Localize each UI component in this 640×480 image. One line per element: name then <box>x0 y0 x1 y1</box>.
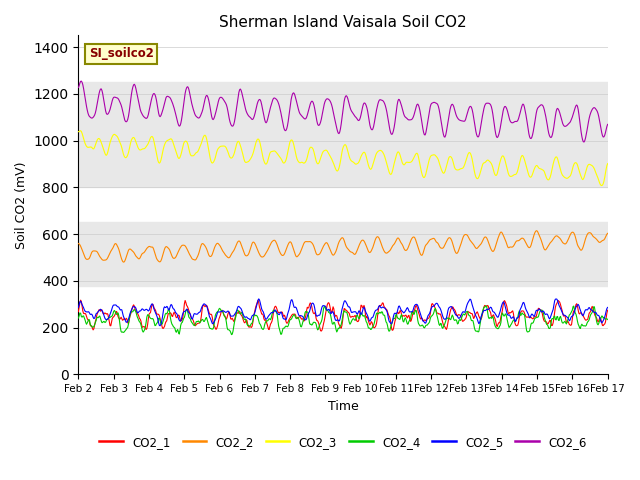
CO2_6 <box>85 112 93 118</box>
CO2_1 <box>604 307 611 313</box>
CO2_3 <box>598 183 605 189</box>
CO2_3 <box>424 165 431 171</box>
CO2_6 <box>221 99 228 105</box>
CO2_4 <box>604 317 611 323</box>
Line: CO2_6: CO2_6 <box>79 81 607 142</box>
CO2_1 <box>193 321 201 327</box>
CO2_3 <box>75 129 83 134</box>
CO2_4 <box>408 309 415 315</box>
CO2_3 <box>604 161 611 167</box>
Line: CO2_1: CO2_1 <box>79 300 607 331</box>
CO2_2 <box>140 250 147 256</box>
CO2_1 <box>75 309 83 314</box>
CO2_4 <box>84 318 92 324</box>
Y-axis label: Soil CO2 (mV): Soil CO2 (mV) <box>15 161 28 249</box>
CO2_5 <box>156 323 164 329</box>
CO2_5 <box>409 309 417 314</box>
CO2_5 <box>193 312 201 317</box>
CO2_2 <box>532 228 540 234</box>
CO2_3 <box>221 144 228 149</box>
CO2_5 <box>255 296 262 302</box>
CO2_6 <box>77 78 85 84</box>
CO2_1 <box>424 315 432 321</box>
CO2_2 <box>221 252 228 257</box>
CO2_6 <box>604 121 611 127</box>
Bar <box>79 82 607 187</box>
CO2_1 <box>409 312 417 318</box>
CO2_3 <box>140 146 147 152</box>
CO2_1 <box>317 328 325 334</box>
CO2_6 <box>424 122 431 128</box>
CO2_2 <box>84 256 92 262</box>
CO2_5 <box>221 309 228 315</box>
CO2_4 <box>139 328 147 334</box>
CO2_2 <box>424 240 431 246</box>
X-axis label: Time: Time <box>328 400 358 413</box>
CO2_1 <box>140 324 147 330</box>
CO2_6 <box>408 117 415 122</box>
CO2_1 <box>85 318 93 324</box>
CO2_1 <box>77 297 84 303</box>
CO2_2 <box>120 259 127 265</box>
CO2_5 <box>604 304 611 310</box>
CO2_6 <box>75 84 83 90</box>
CO2_5 <box>75 304 83 310</box>
CO2_4 <box>228 332 236 337</box>
CO2_5 <box>84 309 92 315</box>
Title: Sherman Island Vaisala Soil CO2: Sherman Island Vaisala Soil CO2 <box>220 15 467 30</box>
Line: CO2_2: CO2_2 <box>79 231 607 262</box>
CO2_3 <box>85 144 93 150</box>
CO2_4 <box>483 303 490 309</box>
CO2_1 <box>221 313 228 319</box>
Legend: CO2_1, CO2_2, CO2_3, CO2_4, CO2_5, CO2_6: CO2_1, CO2_2, CO2_3, CO2_4, CO2_5, CO2_6 <box>95 431 591 453</box>
CO2_5 <box>139 306 147 312</box>
Text: SI_soilco2: SI_soilco2 <box>89 47 154 60</box>
CO2_5 <box>424 313 432 319</box>
CO2_3 <box>77 128 84 133</box>
CO2_2 <box>408 236 415 241</box>
CO2_4 <box>220 313 228 319</box>
CO2_6 <box>193 114 201 120</box>
CO2_4 <box>193 319 200 324</box>
CO2_2 <box>604 230 611 236</box>
CO2_2 <box>193 255 201 261</box>
Line: CO2_4: CO2_4 <box>79 306 607 335</box>
CO2_3 <box>193 149 201 155</box>
Line: CO2_3: CO2_3 <box>79 131 607 186</box>
CO2_4 <box>75 315 83 321</box>
Line: CO2_5: CO2_5 <box>79 299 607 326</box>
Bar <box>79 222 607 286</box>
CO2_6 <box>580 139 588 145</box>
CO2_6 <box>140 113 147 119</box>
CO2_4 <box>424 322 431 328</box>
CO2_3 <box>408 158 415 164</box>
CO2_2 <box>75 240 83 246</box>
